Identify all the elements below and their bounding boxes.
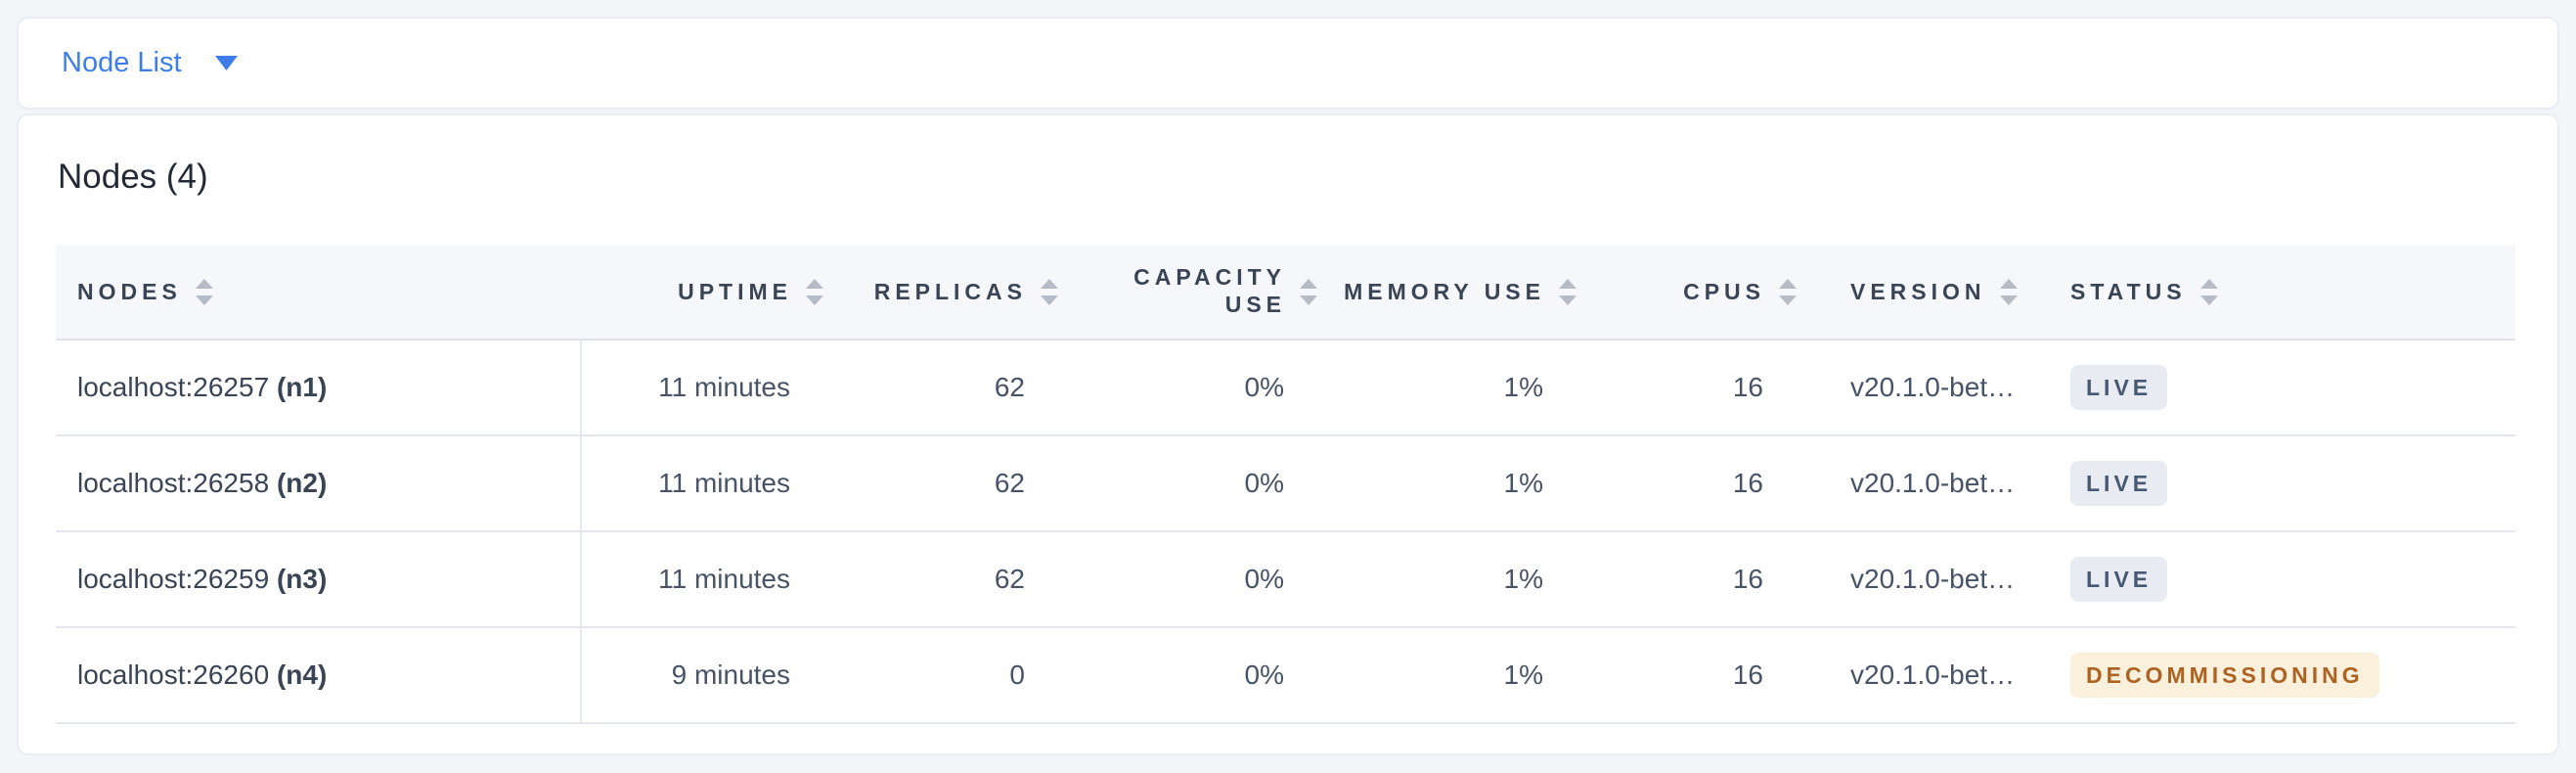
memory-use-cell: 1%: [1347, 531, 1606, 628]
memory-use-cell: 1%: [1347, 627, 1606, 724]
sort-icon: [1300, 278, 1317, 305]
sort-icon: [1999, 278, 2018, 305]
sort-icon: [195, 278, 213, 305]
uptime-cell: 11 minutes: [581, 531, 853, 628]
column-header-status[interactable]: STATUS: [2056, 245, 2515, 341]
node-address-cell: localhost:26259 (n3): [56, 531, 582, 628]
table-row: localhost:26260 (n4) 9 minutes 0 0% 1% 1…: [56, 627, 2515, 724]
status-badge: LIVE: [2070, 556, 2168, 603]
caret-down-icon: [214, 56, 238, 70]
status-cell: LIVE: [2056, 340, 2515, 436]
cpus-cell: 16: [1606, 531, 1826, 628]
capacity-use-cell: 0%: [1088, 340, 1347, 436]
replicas-cell: 62: [853, 435, 1088, 532]
node-list-dropdown-label: Node List: [62, 47, 182, 78]
replicas-cell: 62: [853, 531, 1088, 628]
node-address-cell: localhost:26258 (n2): [56, 435, 582, 532]
column-header-nodes[interactable]: NODES: [56, 245, 581, 341]
table-row: localhost:26258 (n2) 11 minutes 62 0% 1%…: [56, 435, 2515, 532]
status-badge: LIVE: [2070, 460, 2168, 507]
uptime-cell: 9 minutes: [581, 627, 853, 724]
memory-use-cell: 1%: [1347, 340, 1606, 436]
page-title: Nodes (4): [58, 158, 208, 196]
uptime-cell: 11 minutes: [581, 340, 853, 436]
column-header-replicas[interactable]: REPLICAS: [853, 245, 1088, 341]
cpus-cell: 16: [1606, 340, 1826, 436]
memory-use-cell: 1%: [1347, 435, 1606, 532]
status-badge: LIVE: [2070, 364, 2168, 411]
column-header-version[interactable]: VERSION: [1826, 245, 2056, 341]
sort-icon: [806, 278, 823, 305]
replicas-cell: 62: [853, 340, 1088, 436]
capacity-use-cell: 0%: [1088, 627, 1347, 724]
column-header-cpus[interactable]: CPUS: [1606, 245, 1826, 341]
view-selector-bar: Node List: [17, 17, 2559, 110]
nodes-card: Nodes (4) NODES UPTIME: [17, 114, 2559, 755]
cpus-cell: 16: [1606, 435, 1826, 532]
status-cell: LIVE: [2056, 531, 2515, 628]
column-header-uptime[interactable]: UPTIME: [581, 245, 853, 341]
status-badge: DECOMMISSIONING: [2070, 652, 2379, 699]
table-header-row: NODES UPTIME REPLICAS: [56, 245, 2515, 341]
capacity-use-cell: 0%: [1088, 435, 1347, 532]
capacity-use-cell: 0%: [1088, 531, 1347, 628]
sort-icon: [1559, 278, 1577, 305]
node-address-cell: localhost:26257 (n1): [56, 340, 582, 436]
column-header-memory-use[interactable]: MEMORY USE: [1344, 245, 1606, 341]
uptime-cell: 11 minutes: [581, 435, 853, 532]
version-cell: v20.1.0-bet…: [1826, 531, 2056, 628]
node-list-dropdown[interactable]: Node List: [62, 47, 238, 79]
status-cell: DECOMMISSIONING: [2056, 627, 2515, 724]
sort-icon: [2199, 278, 2218, 305]
replicas-cell: 0: [853, 627, 1088, 724]
cpus-cell: 16: [1606, 627, 1826, 724]
sort-icon: [1779, 278, 1797, 305]
nodes-table: NODES UPTIME REPLICAS: [56, 245, 2515, 724]
version-cell: v20.1.0-bet…: [1826, 627, 2056, 724]
node-address-cell: localhost:26260 (n4): [56, 627, 582, 724]
sort-icon: [1041, 278, 1058, 305]
column-header-capacity-use[interactable]: CAPACITY USE: [1088, 245, 1347, 341]
table-row: localhost:26259 (n3) 11 minutes 62 0% 1%…: [56, 531, 2515, 628]
version-cell: v20.1.0-bet…: [1826, 435, 2056, 532]
version-cell: v20.1.0-bet…: [1826, 340, 2056, 436]
table-row: localhost:26257 (n1) 11 minutes 62 0% 1%…: [56, 340, 2515, 436]
status-cell: LIVE: [2056, 435, 2515, 532]
